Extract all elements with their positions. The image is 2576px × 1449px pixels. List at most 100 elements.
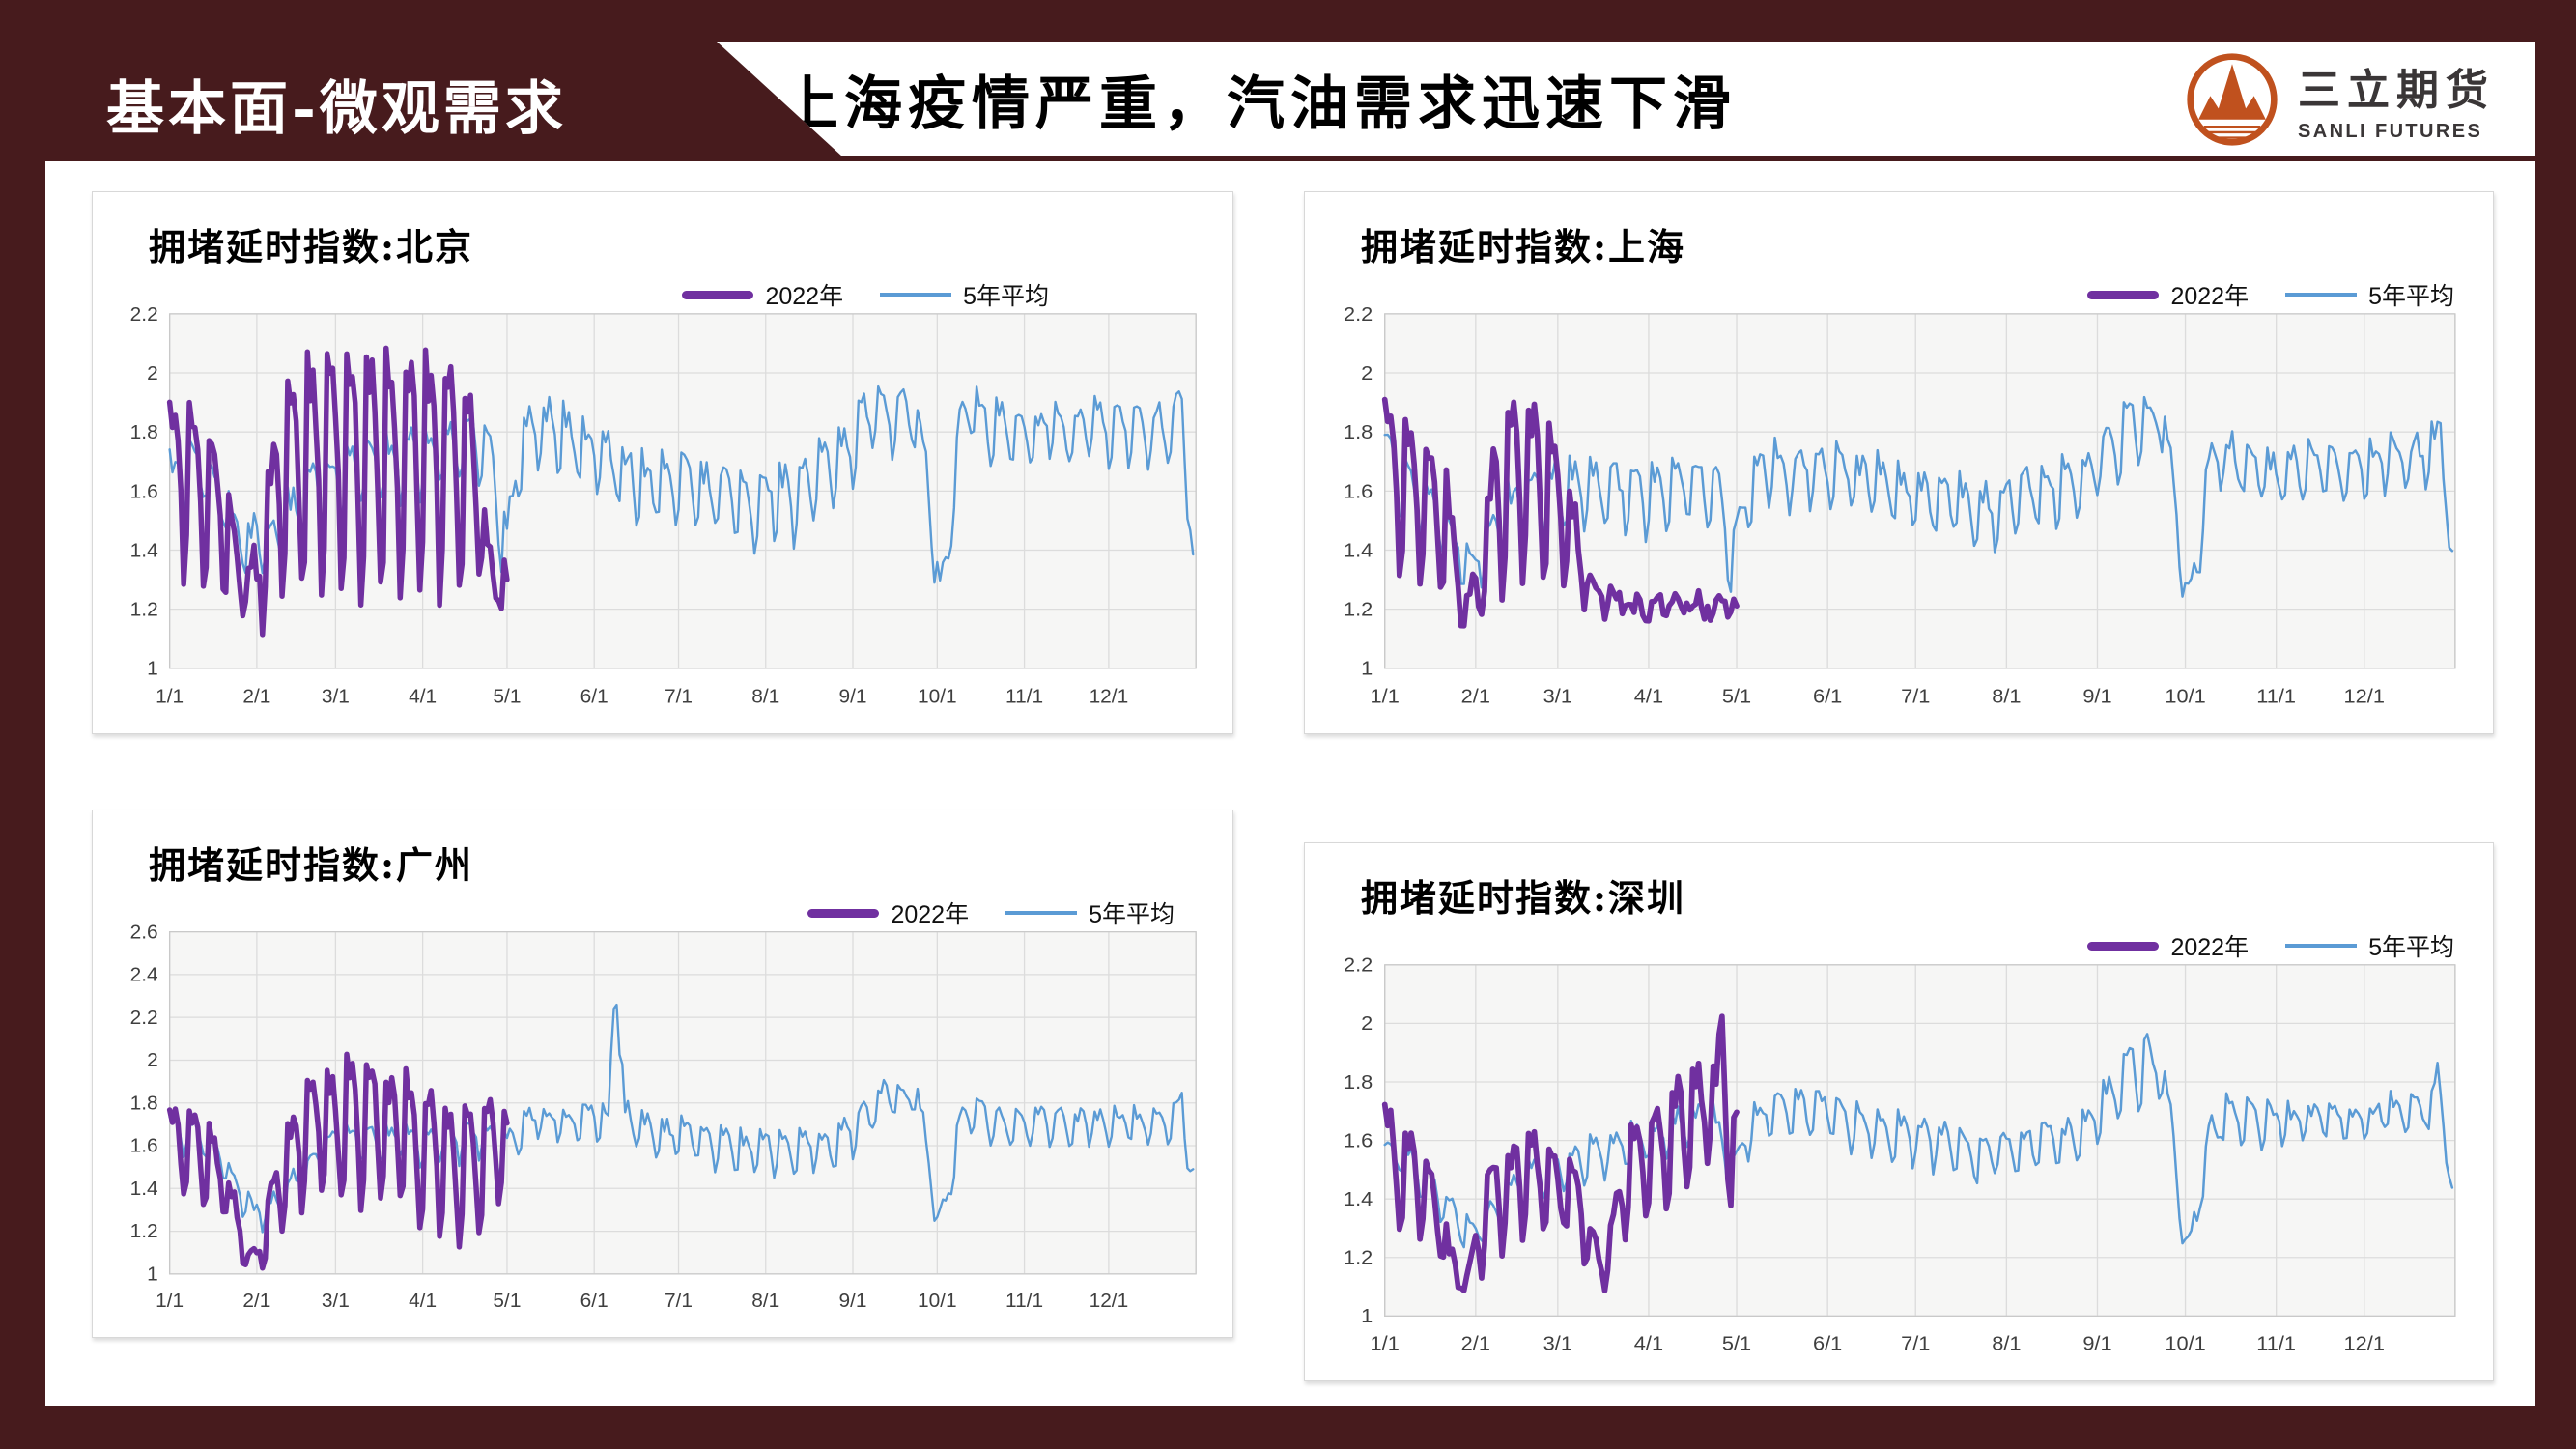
- svg-text:1.6: 1.6: [130, 480, 158, 502]
- svg-text:5/1: 5/1: [1722, 1333, 1751, 1354]
- svg-text:1.8: 1.8: [1344, 1071, 1373, 1093]
- legend-label-2022: 2022年: [2170, 283, 2250, 310]
- svg-text:9/1: 9/1: [2082, 1333, 2111, 1354]
- svg-text:2.6: 2.6: [130, 924, 158, 943]
- section-label: 基本面-微观需求: [106, 74, 567, 143]
- svg-text:1.4: 1.4: [130, 1178, 158, 1199]
- svg-text:1.6: 1.6: [1344, 1130, 1373, 1151]
- svg-text:9/1: 9/1: [838, 685, 866, 707]
- svg-text:2.2: 2.2: [130, 306, 158, 326]
- svg-text:3/1: 3/1: [1543, 1333, 1572, 1354]
- svg-text:7/1: 7/1: [1901, 1333, 1930, 1354]
- svg-text:12/1: 12/1: [2344, 1333, 2385, 1354]
- svg-text:5/1: 5/1: [493, 685, 521, 707]
- chart-legend: 2022年 5年平均: [682, 277, 1049, 312]
- chart-legend: 2022年 5年平均: [807, 895, 1175, 930]
- chart-title: 拥堵延时指数:深圳: [1361, 876, 1686, 920]
- legend-label-5yr-avg: 5年平均: [963, 283, 1049, 310]
- svg-text:4/1: 4/1: [409, 685, 437, 707]
- chart-legend: 2022年 5年平均: [2087, 928, 2454, 963]
- chart-legend: 2022年 5年平均: [2087, 277, 2454, 312]
- svg-text:5/1: 5/1: [1722, 685, 1751, 707]
- svg-text:11/1: 11/1: [2256, 685, 2296, 707]
- chart-panel: 拥堵延时指数:上海 2022年 5年平均 1 1.2 1.4 1.6 1.8 2 2.2 1/…: [1304, 191, 2494, 734]
- page-title: 上海疫情严重，汽油需求迅速下滑: [780, 71, 1737, 138]
- svg-text:1.8: 1.8: [130, 1093, 158, 1114]
- svg-text:1: 1: [1361, 1306, 1373, 1327]
- legend-label-2022: 2022年: [2170, 934, 2250, 961]
- chart-title: 拥堵延时指数:北京: [149, 225, 474, 269]
- svg-text:2/1: 2/1: [1461, 685, 1490, 707]
- svg-text:8/1: 8/1: [1992, 685, 2021, 707]
- svg-text:6/1: 6/1: [1813, 685, 1842, 707]
- legend-swatch-5yr-avg: [1005, 911, 1078, 915]
- svg-text:2/1: 2/1: [1461, 1333, 1490, 1354]
- svg-text:1: 1: [147, 1264, 158, 1285]
- svg-text:9/1: 9/1: [838, 1291, 866, 1312]
- chart-panel: 拥堵延时指数:北京 2022年 5年平均 1 1.2 1.4 1.6 1.8 2 2.2 1/…: [92, 191, 1233, 734]
- svg-text:5/1: 5/1: [493, 1291, 521, 1312]
- legend-label-5yr-avg: 5年平均: [2368, 283, 2454, 310]
- logo-name-en: SANLI FUTURES: [2298, 121, 2483, 142]
- chart-title: 拥堵延时指数:广州: [149, 843, 474, 887]
- svg-text:6/1: 6/1: [580, 685, 609, 707]
- legend-swatch-2022: [2087, 290, 2160, 299]
- svg-text:9/1: 9/1: [2082, 685, 2111, 707]
- svg-text:1.2: 1.2: [1344, 598, 1373, 620]
- legend-label-2022: 2022年: [891, 901, 970, 928]
- svg-text:6/1: 6/1: [580, 1291, 609, 1312]
- svg-text:2.2: 2.2: [1344, 957, 1373, 977]
- svg-text:1/1: 1/1: [156, 685, 184, 707]
- svg-text:12/1: 12/1: [2344, 685, 2385, 707]
- svg-text:10/1: 10/1: [918, 685, 957, 707]
- legend-swatch-2022: [807, 908, 880, 918]
- legend-swatch-5yr-avg: [2285, 944, 2358, 948]
- legend-swatch-5yr-avg: [880, 293, 952, 297]
- svg-text:2.2: 2.2: [1344, 306, 1373, 326]
- svg-text:1.2: 1.2: [130, 599, 158, 621]
- svg-text:10/1: 10/1: [918, 1291, 957, 1312]
- line-chart: 1 1.2 1.4 1.6 1.8 2 2.2 1/1 2/1 3/1 4/1 5/1 6/1 7/1 8/…: [130, 306, 1197, 707]
- svg-text:2.4: 2.4: [130, 964, 158, 985]
- svg-text:1.2: 1.2: [1344, 1247, 1373, 1268]
- svg-text:2: 2: [147, 362, 158, 384]
- svg-text:3/1: 3/1: [1543, 685, 1572, 707]
- svg-text:2: 2: [1361, 361, 1373, 384]
- svg-text:12/1: 12/1: [1090, 685, 1129, 707]
- svg-text:4/1: 4/1: [1634, 685, 1663, 707]
- line-chart: 1 1.2 1.4 1.6 1.8 2 2.2 1/1 2/1 3/1 4/1 5/1 6/1 7/1 8/…: [1344, 957, 2456, 1354]
- chart-panel: 拥堵延时指数:深圳 2022年 5年平均 1 1.2 1.4 1.6 1.8 2 2.2 1/…: [1304, 842, 2494, 1381]
- svg-text:11/1: 11/1: [2256, 1333, 2296, 1354]
- svg-text:1: 1: [147, 658, 158, 680]
- svg-text:7/1: 7/1: [1901, 685, 1930, 707]
- svg-text:4/1: 4/1: [409, 1291, 437, 1312]
- svg-text:10/1: 10/1: [2165, 1333, 2205, 1354]
- line-chart: 1 1.2 1.4 1.6 1.8 2 2.2 1/1 2/1 3/1 4/1 5/1 6/1 7/1 8/…: [1344, 306, 2456, 707]
- legend-label-5yr-avg: 5年平均: [1089, 901, 1175, 928]
- header-band: 上海疫情严重，汽油需求迅速下滑 三立期货 SANLI FUTURES: [717, 42, 2535, 156]
- chart-panel: 拥堵延时指数:广州 2022年 5年平均 1 1.2 1.4 1.6 1.8 2 2.2 2.…: [92, 810, 1233, 1338]
- svg-text:10/1: 10/1: [2165, 685, 2205, 707]
- legend-label-5yr-avg: 5年平均: [2368, 934, 2454, 961]
- svg-text:11/1: 11/1: [1005, 685, 1043, 707]
- svg-text:11/1: 11/1: [1005, 1291, 1043, 1312]
- svg-text:8/1: 8/1: [751, 685, 779, 707]
- legend-label-2022: 2022年: [765, 283, 844, 310]
- svg-text:6/1: 6/1: [1813, 1333, 1842, 1354]
- svg-text:1/1: 1/1: [1371, 685, 1400, 707]
- svg-text:1.4: 1.4: [1344, 1189, 1373, 1210]
- legend-swatch-2022: [682, 290, 754, 299]
- svg-text:8/1: 8/1: [751, 1291, 779, 1312]
- svg-text:2/1: 2/1: [242, 685, 270, 707]
- svg-text:2: 2: [1361, 1013, 1373, 1035]
- svg-text:1/1: 1/1: [156, 1291, 184, 1312]
- logo-text: 三立期货 SANLI FUTURES: [2298, 55, 2495, 143]
- svg-text:12/1: 12/1: [1090, 1291, 1129, 1312]
- svg-text:7/1: 7/1: [665, 1291, 693, 1312]
- logo-name-cn: 三立期货: [2298, 66, 2495, 115]
- svg-text:4/1: 4/1: [1634, 1333, 1663, 1354]
- svg-text:1/1: 1/1: [1371, 1333, 1400, 1354]
- svg-text:1.4: 1.4: [130, 539, 158, 561]
- svg-text:1.6: 1.6: [130, 1135, 158, 1156]
